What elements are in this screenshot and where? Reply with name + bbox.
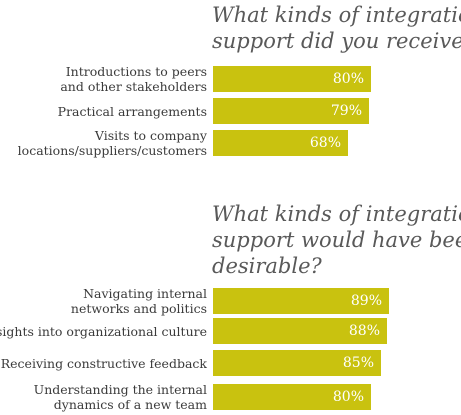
bar: 68% xyxy=(213,130,348,156)
category-label: Practical arrangements xyxy=(58,104,207,119)
bar: 85% xyxy=(213,350,381,376)
bar-value-label: 80% xyxy=(332,389,364,405)
chart-title-line: What kinds of integration xyxy=(212,202,461,226)
category-label-line: Receiving constructive feedback xyxy=(0,355,207,371)
bar-value-label: 89% xyxy=(350,293,382,309)
bar-value-label: 80% xyxy=(332,71,364,87)
chart-title-line: support did you receive? xyxy=(212,29,461,53)
category-label-line: dynamics of a new team xyxy=(53,397,207,412)
category-label: Insights into organizational culture xyxy=(0,324,207,339)
category-label-line: Introductions to peers xyxy=(65,64,207,79)
category-label: Visits to company locations/suppliers/cus… xyxy=(18,128,207,158)
bar: 79% xyxy=(213,98,369,124)
category-label-line: locations/suppliers/customers xyxy=(17,143,207,158)
category-label-line: Visits to company xyxy=(94,128,207,143)
chart-title-line: What kinds of integration xyxy=(212,3,461,27)
category-label: Understanding the internal dynamics of a … xyxy=(34,382,207,412)
chart-title-line: desirable? xyxy=(212,254,322,278)
bar: 80% xyxy=(213,384,371,410)
category-label-line: networks and politics xyxy=(70,301,207,316)
chart-title-line: support would have been xyxy=(212,228,461,252)
category-label-line: Insights into organizational culture xyxy=(0,323,207,339)
chart-title-desirable: What kinds of integration support would h… xyxy=(212,201,461,279)
category-label-line: and other stakeholders xyxy=(60,79,207,94)
bar-value-label: 88% xyxy=(348,323,380,339)
bar: 89% xyxy=(213,288,389,314)
bar: 80% xyxy=(213,66,371,92)
bar-value-label: 85% xyxy=(342,355,374,371)
bar-value-label: 68% xyxy=(309,135,341,151)
category-label-line: Practical arrangements xyxy=(57,103,207,119)
chart-title-received: What kinds of integration support did you… xyxy=(212,2,461,54)
category-label-line: Navigating internal xyxy=(83,286,207,301)
category-label: Introductions to peers and other stakehol… xyxy=(60,64,207,94)
category-label: Navigating internal networks and politics xyxy=(71,286,207,316)
category-label: Receiving constructive feedback xyxy=(1,356,207,371)
category-label-line: Understanding the internal xyxy=(33,382,207,397)
bar-value-label: 79% xyxy=(330,103,362,119)
bar: 88% xyxy=(213,318,387,344)
